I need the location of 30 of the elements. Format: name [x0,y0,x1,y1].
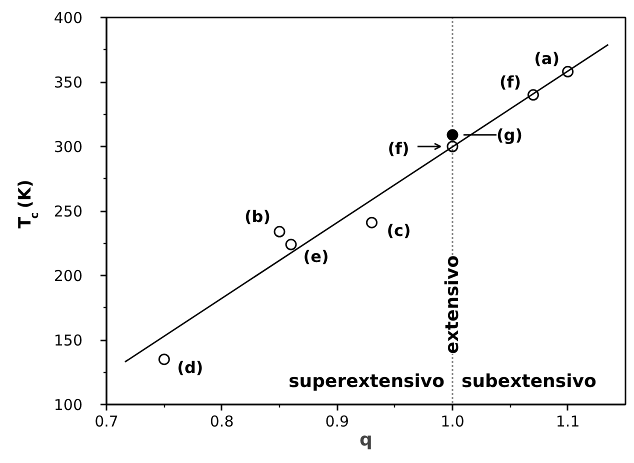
point [285,238,297,250]
point [446,129,458,141]
ref-line-label: extensivo [442,255,463,354]
y-tick-label: 100 [54,396,83,414]
point [158,354,170,366]
y-tick-label: 250 [54,202,83,220]
y-tick-label: 300 [54,138,83,156]
annotation: (e) [303,247,329,266]
x-axis-title: q [360,430,372,450]
annotation: (g) [496,125,523,144]
point [274,226,286,238]
x-tick-label: 0.8 [210,412,234,430]
annotation: (b) [244,207,271,226]
annotation: subextensivo [462,371,596,392]
x-tick-label: 1.0 [440,412,464,430]
annotation: (f) [499,72,522,92]
x-tick-label: 1.1 [556,412,580,430]
annotation: (a) [534,49,560,68]
annotation: (f) [388,139,410,158]
point [366,216,378,228]
annotation: superextensivo [288,371,445,392]
annotation: (c) [386,221,411,240]
y-axis-title: Tc (K) [16,180,41,228]
x-tick-label: 0.9 [325,412,350,430]
y-tick-label: 150 [54,332,83,350]
annotation: (d) [177,358,204,377]
x-tick-label: 0.7 [94,412,118,430]
y-tick-label: 400 [54,9,83,27]
y-tick-label: 350 [54,74,83,92]
y-tick-label: 200 [54,267,83,285]
